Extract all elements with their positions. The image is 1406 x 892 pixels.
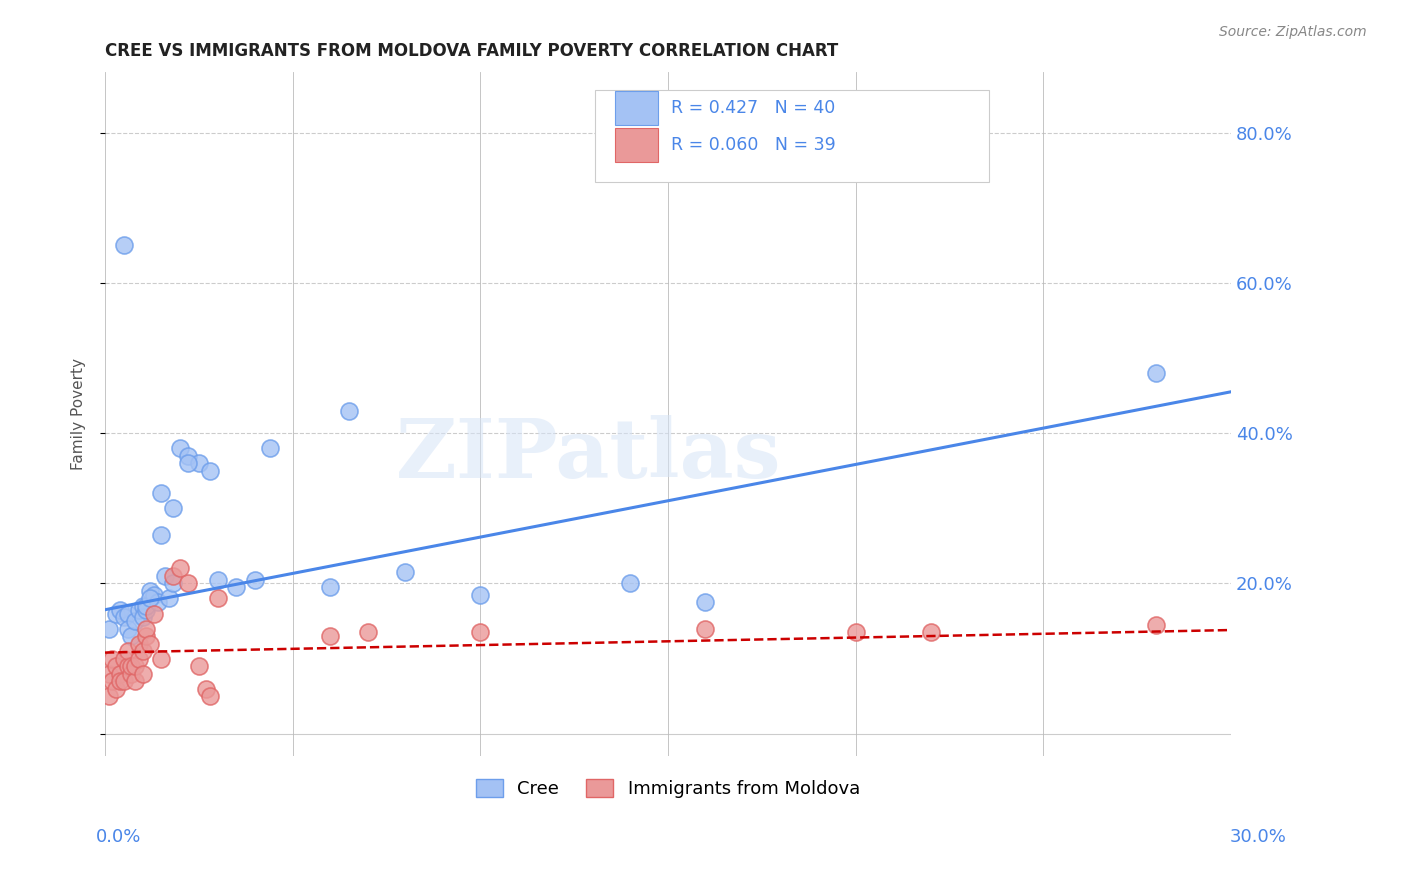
Point (108, 666, 131, 681)
Point (131, 666, 153, 681)
Point (105, 681, 128, 696)
Point (139, 584, 162, 599)
Point (117, 622, 139, 636)
Legend: Cree, Immigrants from Moldova: Cree, Immigrants from Moldova (468, 772, 868, 805)
Point (112, 238, 135, 252)
Point (259, 441, 281, 455)
Point (112, 651, 135, 665)
Point (135, 603, 157, 617)
Point (142, 588, 165, 602)
Point (619, 576, 641, 591)
Point (101, 651, 124, 665)
Point (120, 666, 142, 681)
Point (97, 666, 120, 681)
Point (153, 569, 176, 583)
Point (128, 603, 150, 617)
Point (1144, 366, 1167, 380)
FancyBboxPatch shape (614, 91, 658, 125)
Text: R = 0.060   N = 39: R = 0.060 N = 39 (671, 136, 837, 153)
Point (128, 636, 150, 650)
Point (117, 607, 139, 621)
Point (150, 486, 173, 500)
Point (845, 625, 868, 640)
Point (139, 591, 162, 606)
Point (470, 625, 492, 640)
Point (117, 659, 139, 673)
Text: Source: ZipAtlas.com: Source: ZipAtlas.com (1219, 25, 1367, 39)
Point (176, 449, 198, 463)
Point (120, 659, 142, 673)
Text: CREE VS IMMIGRANTS FROM MOLDOVA FAMILY POVERTY CORRELATION CHART: CREE VS IMMIGRANTS FROM MOLDOVA FAMILY P… (105, 42, 838, 60)
Point (131, 644, 153, 658)
Point (112, 610, 135, 624)
Point (135, 599, 157, 613)
Point (105, 607, 128, 621)
Point (176, 456, 198, 470)
Point (108, 603, 131, 617)
Y-axis label: Family Poverty: Family Poverty (72, 359, 86, 470)
Point (207, 573, 229, 587)
Point (187, 456, 209, 470)
Point (150, 527, 173, 541)
Point (135, 629, 157, 643)
Point (162, 576, 184, 591)
Point (695, 622, 717, 636)
Point (207, 591, 229, 606)
Text: ZIPatlas: ZIPatlas (396, 416, 782, 495)
Point (176, 576, 198, 591)
Point (162, 501, 184, 516)
Point (920, 625, 942, 640)
Point (117, 644, 139, 658)
Text: 30.0%: 30.0% (1230, 828, 1286, 846)
FancyBboxPatch shape (614, 128, 658, 161)
Point (131, 610, 153, 624)
Point (124, 614, 146, 628)
FancyBboxPatch shape (595, 89, 988, 182)
Point (357, 625, 380, 640)
Point (157, 591, 180, 606)
Point (150, 651, 173, 665)
Point (128, 651, 150, 665)
Point (124, 674, 146, 689)
Point (112, 674, 135, 689)
Point (105, 659, 128, 673)
Point (169, 441, 191, 455)
Point (124, 659, 146, 673)
Point (131, 599, 153, 613)
Point (695, 595, 717, 609)
Point (146, 595, 169, 609)
Text: 0.0%: 0.0% (96, 828, 141, 846)
Point (139, 636, 162, 650)
Point (135, 622, 157, 636)
Point (120, 629, 142, 643)
Text: R = 0.427   N = 40: R = 0.427 N = 40 (671, 99, 835, 117)
Point (195, 681, 218, 696)
Point (142, 607, 165, 621)
Point (162, 569, 184, 583)
Point (225, 580, 247, 594)
Point (108, 674, 131, 689)
Point (319, 629, 342, 643)
Point (394, 565, 416, 579)
Point (319, 580, 342, 594)
Point (101, 674, 124, 689)
Point (187, 659, 209, 673)
Point (243, 573, 266, 587)
Point (1144, 617, 1167, 632)
Point (169, 561, 191, 575)
Point (198, 464, 221, 478)
Point (97, 689, 120, 703)
Point (470, 588, 492, 602)
Point (97, 622, 120, 636)
Point (337, 403, 360, 417)
Point (198, 689, 221, 703)
